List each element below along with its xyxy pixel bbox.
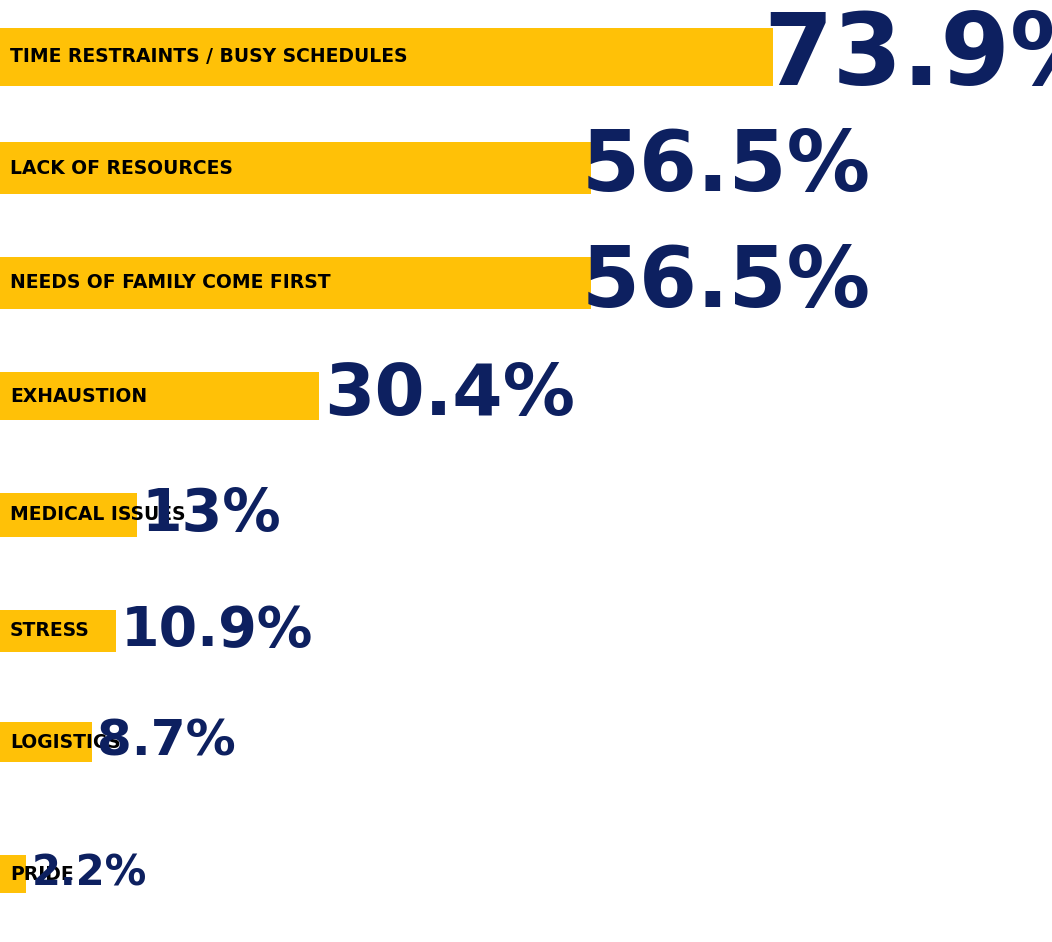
Text: LOGISTICS: LOGISTICS bbox=[11, 733, 121, 752]
Text: TIME RESTRAINTS / BUSY SCHEDULES: TIME RESTRAINTS / BUSY SCHEDULES bbox=[11, 47, 407, 67]
Bar bbox=[0, 257, 591, 309]
Text: 13%: 13% bbox=[142, 486, 282, 544]
Text: LACK OF RESOURCES: LACK OF RESOURCES bbox=[11, 158, 232, 177]
Text: 56.5%: 56.5% bbox=[581, 127, 870, 208]
Bar bbox=[0, 142, 591, 194]
Bar bbox=[0, 855, 26, 893]
Text: 8.7%: 8.7% bbox=[97, 718, 236, 766]
Bar bbox=[0, 493, 137, 537]
Text: STRESS: STRESS bbox=[11, 622, 89, 641]
Text: PRIDE: PRIDE bbox=[11, 865, 74, 884]
Bar bbox=[0, 722, 92, 762]
Bar bbox=[0, 610, 116, 652]
Text: 10.9%: 10.9% bbox=[121, 604, 313, 658]
Text: EXHAUSTION: EXHAUSTION bbox=[11, 386, 147, 405]
Bar bbox=[0, 372, 319, 420]
Bar bbox=[0, 28, 773, 86]
Text: MEDICAL ISSUES: MEDICAL ISSUES bbox=[11, 506, 185, 525]
Text: 2.2%: 2.2% bbox=[32, 853, 146, 895]
Text: 56.5%: 56.5% bbox=[581, 242, 870, 323]
Text: 73.9%: 73.9% bbox=[763, 8, 1052, 106]
Text: 30.4%: 30.4% bbox=[324, 362, 574, 430]
Text: NEEDS OF FAMILY COME FIRST: NEEDS OF FAMILY COME FIRST bbox=[11, 273, 330, 293]
